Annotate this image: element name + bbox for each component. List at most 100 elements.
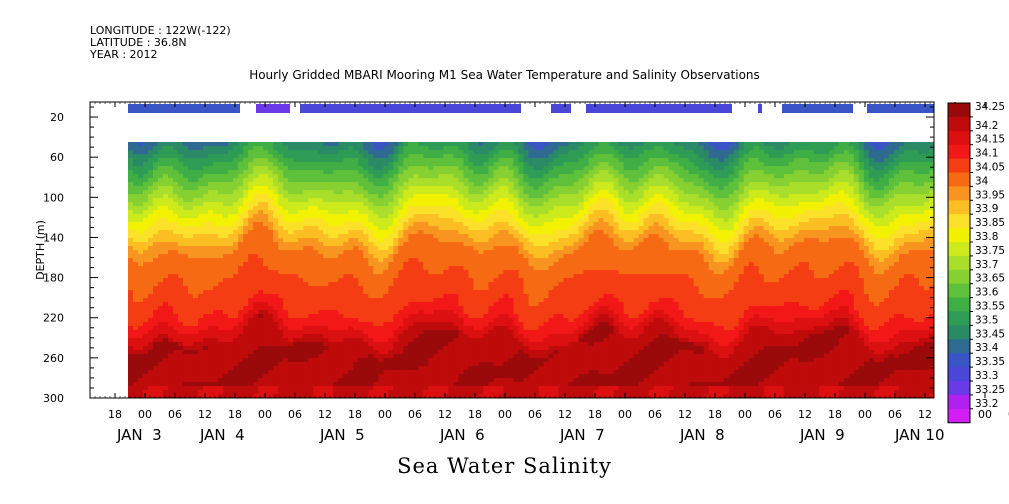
heatmap-cell — [438, 266, 444, 271]
heatmap-cell — [263, 234, 269, 239]
heatmap-cell — [308, 342, 314, 347]
heatmap-cell — [173, 390, 179, 395]
heatmap-cell — [393, 302, 399, 307]
heatmap-cell — [133, 310, 139, 315]
heatmap-cell — [428, 198, 434, 203]
heatmap-cell — [378, 218, 384, 223]
heatmap-cell — [378, 274, 384, 279]
heatmap-cell — [168, 362, 174, 367]
heatmap-cell — [458, 366, 465, 371]
heatmap-cell — [353, 182, 359, 187]
heatmap-cell — [233, 330, 239, 335]
heatmap-cell — [318, 258, 324, 263]
heatmap-cell — [323, 206, 329, 211]
heatmap-cell — [253, 242, 259, 247]
heatmap-cell — [253, 330, 259, 335]
heatmap-cell — [258, 142, 264, 147]
heatmap-cell — [268, 246, 274, 251]
heatmap-cell — [388, 202, 394, 207]
heatmap-cell — [308, 310, 314, 315]
heatmap-cell — [193, 234, 199, 239]
heatmap-cell — [173, 246, 179, 251]
heatmap-cell — [383, 238, 389, 243]
heatmap-cell — [238, 322, 244, 327]
heatmap-cell — [458, 146, 465, 151]
heatmap-cell — [143, 330, 149, 335]
heatmap-cell — [468, 366, 475, 371]
heatmap-cell — [188, 218, 194, 223]
heatmap-cell — [443, 206, 449, 211]
heatmap-cell — [478, 194, 485, 199]
heatmap-cell — [178, 222, 184, 227]
heatmap-cell — [328, 214, 334, 219]
heatmap-cell — [163, 378, 169, 383]
heatmap-cell — [138, 266, 144, 271]
heatmap-cell — [183, 310, 189, 315]
heatmap-cell — [148, 310, 154, 315]
heatmap-cell — [353, 374, 359, 379]
heatmap-cell — [163, 194, 169, 199]
heatmap-cell — [213, 278, 219, 283]
heatmap-cell — [483, 186, 490, 191]
heatmap-cell — [243, 322, 249, 327]
heatmap-cell — [343, 322, 349, 327]
heatmap-cell — [288, 358, 294, 363]
heatmap-cell — [278, 342, 284, 347]
heatmap-cell — [388, 350, 394, 355]
heatmap-cell — [208, 274, 214, 279]
heatmap-cell — [413, 166, 419, 171]
heatmap-cell — [288, 234, 294, 239]
heatmap-cell — [138, 238, 144, 243]
heatmap-cell — [268, 386, 274, 391]
heatmap-cell — [438, 170, 444, 175]
heatmap-cell — [263, 382, 269, 387]
heatmap-cell — [373, 302, 379, 307]
heatmap-cell — [193, 278, 199, 283]
heatmap-cell — [388, 274, 394, 279]
heatmap-cell — [443, 306, 449, 311]
heatmap-cell — [218, 258, 224, 263]
heatmap-cell — [368, 394, 374, 398]
heatmap-cell — [428, 250, 434, 255]
heatmap-cell — [498, 318, 505, 323]
heatmap-cell — [148, 306, 154, 311]
heatmap-cell — [233, 198, 239, 203]
heatmap-cell — [498, 262, 505, 267]
heatmap-cell — [413, 178, 419, 183]
heatmap-cell — [188, 378, 194, 383]
heatmap-cell — [213, 254, 219, 259]
heatmap-cell — [148, 350, 154, 355]
heatmap-cell — [248, 186, 254, 191]
heatmap-cell — [278, 202, 284, 207]
heatmap-cell — [488, 226, 495, 231]
heatmap-cell — [323, 178, 329, 183]
heatmap-cell — [228, 258, 234, 263]
heatmap-cell — [383, 322, 389, 327]
heatmap-cell — [153, 382, 159, 387]
heatmap-cell — [333, 210, 339, 215]
heatmap-cell — [313, 234, 319, 239]
heatmap-cell — [398, 354, 404, 359]
heatmap-cell — [293, 174, 299, 179]
heatmap-cell — [138, 206, 144, 211]
heatmap-cell — [493, 210, 500, 215]
heatmap-cell — [143, 298, 149, 303]
heatmap-cell — [358, 326, 364, 331]
heatmap-cell — [498, 154, 505, 159]
heatmap-cell — [213, 322, 219, 327]
heatmap-cell — [463, 286, 470, 291]
heatmap-cell — [188, 290, 194, 295]
heatmap-cell — [378, 230, 384, 235]
heatmap-cell — [168, 214, 174, 219]
heatmap-cell — [468, 358, 475, 363]
heatmap-cell — [193, 298, 199, 303]
heatmap-cell — [328, 150, 334, 155]
heatmap-cell — [398, 234, 404, 239]
heatmap-cell — [138, 274, 144, 279]
heatmap-cell — [253, 394, 259, 398]
heatmap-cell — [283, 242, 289, 247]
heatmap-cell — [183, 166, 189, 171]
heatmap-cell — [503, 142, 510, 147]
heatmap-cell — [353, 270, 359, 275]
heatmap-cell — [408, 158, 414, 163]
